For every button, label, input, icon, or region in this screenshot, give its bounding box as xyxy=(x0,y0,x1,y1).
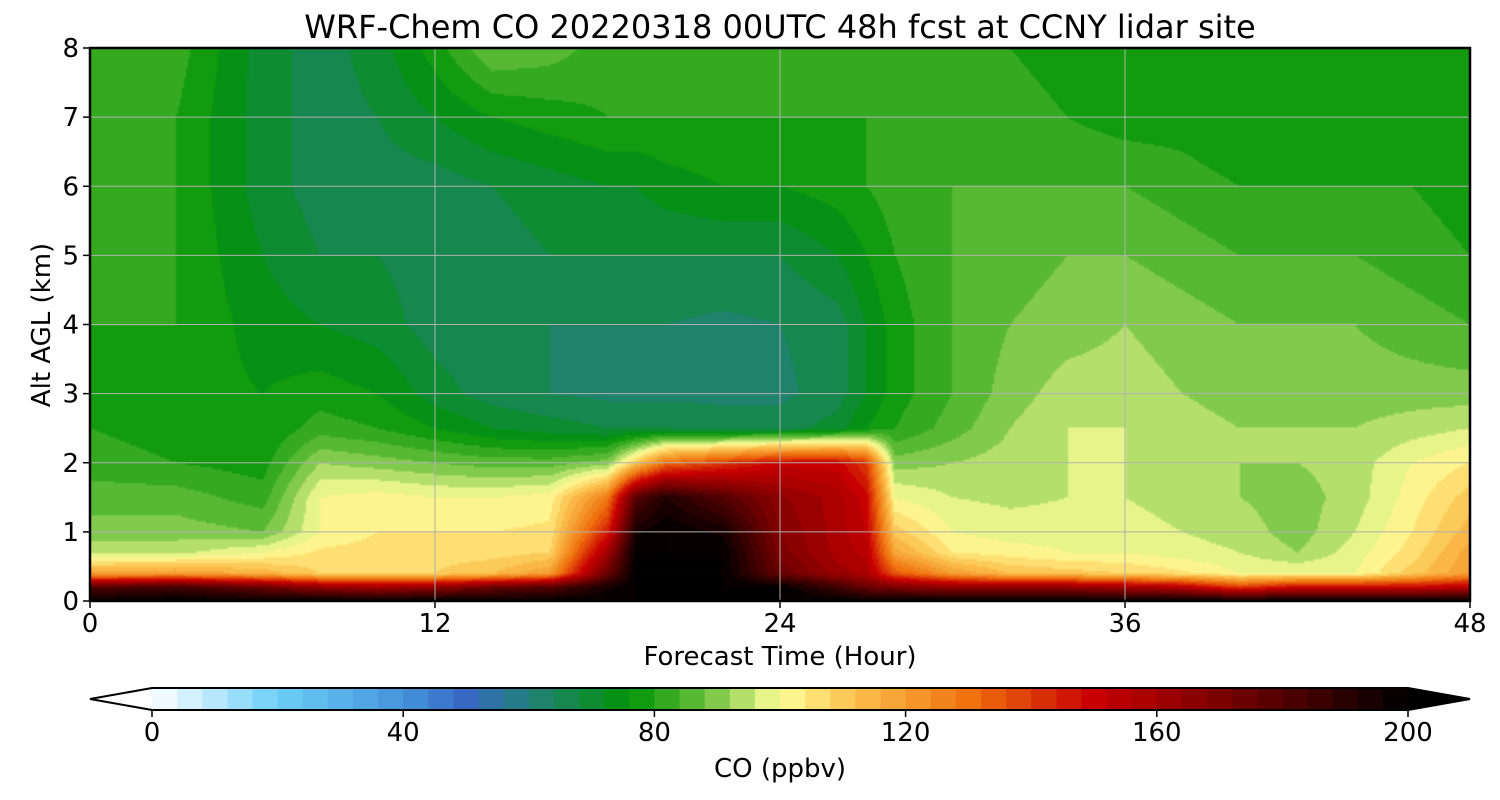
colorbar-segment xyxy=(1357,688,1384,710)
colorbar-segment xyxy=(1056,688,1083,710)
colorbar-segment xyxy=(1307,688,1334,710)
colorbar-segment xyxy=(1156,688,1183,710)
y-axis: 0 1 2 3 4 5 6 7 8 xyxy=(62,34,90,617)
colorbar-segment xyxy=(704,688,731,710)
colorbar-extend-high xyxy=(1408,688,1470,710)
y-axis-label: Alt AGL (km) xyxy=(27,243,57,407)
y-tick-label: 4 xyxy=(62,311,79,341)
colorbar-segment xyxy=(679,688,706,710)
colorbar-segment xyxy=(202,688,228,710)
colorbar-segment xyxy=(453,688,480,710)
colorbar-segment xyxy=(1232,688,1258,710)
colorbar-segment xyxy=(629,688,655,710)
colorbar-segment xyxy=(553,688,580,710)
colorbar-segment xyxy=(252,688,279,710)
colorbar-segment xyxy=(654,688,681,710)
colorbar-tick-label: 80 xyxy=(638,718,671,748)
x-tick-label: 48 xyxy=(1453,609,1486,639)
colorbar-segment xyxy=(729,688,756,710)
y-tick-label: 8 xyxy=(62,34,79,64)
colorbar-segment xyxy=(428,688,455,710)
plot-area xyxy=(88,46,1472,603)
colorbar-segment xyxy=(503,688,530,710)
y-tick-label: 1 xyxy=(62,518,79,548)
colorbar-segment xyxy=(780,688,806,710)
y-tick-label: 0 xyxy=(62,587,79,617)
colorbar-segment xyxy=(1131,688,1158,710)
y-tick-label: 6 xyxy=(62,172,79,202)
colorbar-segment xyxy=(1181,688,1208,710)
colorbar-segment xyxy=(880,688,907,710)
colorbar-segment xyxy=(152,688,178,710)
colorbar-segment xyxy=(579,688,605,710)
colorbar-segments xyxy=(152,688,1409,710)
colorbar-segment xyxy=(327,688,354,710)
colorbar-segment xyxy=(754,688,781,710)
y-tick-label: 7 xyxy=(62,103,79,133)
colorbar-tick-label: 160 xyxy=(1132,718,1182,748)
colorbar-segment xyxy=(1031,688,1057,710)
x-axis-label: Forecast Time (Hour) xyxy=(643,642,916,672)
x-axis: 0 12 24 36 48 xyxy=(82,601,1487,639)
colorbar-segment xyxy=(604,688,630,710)
colorbar-segment xyxy=(177,688,203,710)
colorbar-tick-label: 40 xyxy=(387,718,420,748)
chart-title: WRF-Chem CO 20220318 00UTC 48h fcst at C… xyxy=(304,8,1255,46)
colorbar-segment xyxy=(1257,688,1283,710)
colorbar-segment xyxy=(1332,688,1359,710)
colorbar-tick-label: 200 xyxy=(1383,718,1433,748)
colorbar-segment xyxy=(528,688,555,710)
colorbar-segment xyxy=(302,688,329,710)
colorbar-tick-label: 120 xyxy=(881,718,931,748)
colorbar-segment xyxy=(227,688,254,710)
colorbar-segment xyxy=(1081,688,1108,710)
colorbar-label: CO (ppbv) xyxy=(714,754,846,784)
colorbar-segment xyxy=(805,688,831,710)
colorbar-segment xyxy=(378,688,404,710)
colorbar-segment xyxy=(352,688,379,710)
colorbar-segment xyxy=(478,688,505,710)
colorbar-segment xyxy=(955,688,982,710)
colorbar-segment xyxy=(905,688,932,710)
colorbar-segment xyxy=(1106,688,1133,710)
colorbar-segment xyxy=(980,688,1007,710)
colorbar-segment xyxy=(930,688,957,710)
colorbar-extend-low xyxy=(90,688,152,710)
x-tick-label: 12 xyxy=(418,609,451,639)
colorbar-segment xyxy=(1207,688,1233,710)
colorbar-segment xyxy=(1282,688,1309,710)
colorbar-ticks: 0 40 80 120 160 200 xyxy=(144,710,1433,748)
y-tick-label: 5 xyxy=(62,241,79,271)
colorbar-segment xyxy=(855,688,882,710)
colorbar-tick-label: 0 xyxy=(144,718,161,748)
colorbar-segment xyxy=(277,688,304,710)
x-tick-label: 36 xyxy=(1108,609,1141,639)
y-tick-label: 2 xyxy=(62,449,79,479)
x-tick-label: 24 xyxy=(763,609,796,639)
colorbar-segment xyxy=(403,688,429,710)
colorbar-segment xyxy=(1382,688,1409,710)
colorbar-segment xyxy=(830,688,856,710)
x-tick-label: 0 xyxy=(82,609,99,639)
colorbar-segment xyxy=(1006,688,1032,710)
y-tick-label: 3 xyxy=(62,380,79,410)
colorbar: 0 40 80 120 160 200 CO (ppbv) xyxy=(89,687,1471,784)
